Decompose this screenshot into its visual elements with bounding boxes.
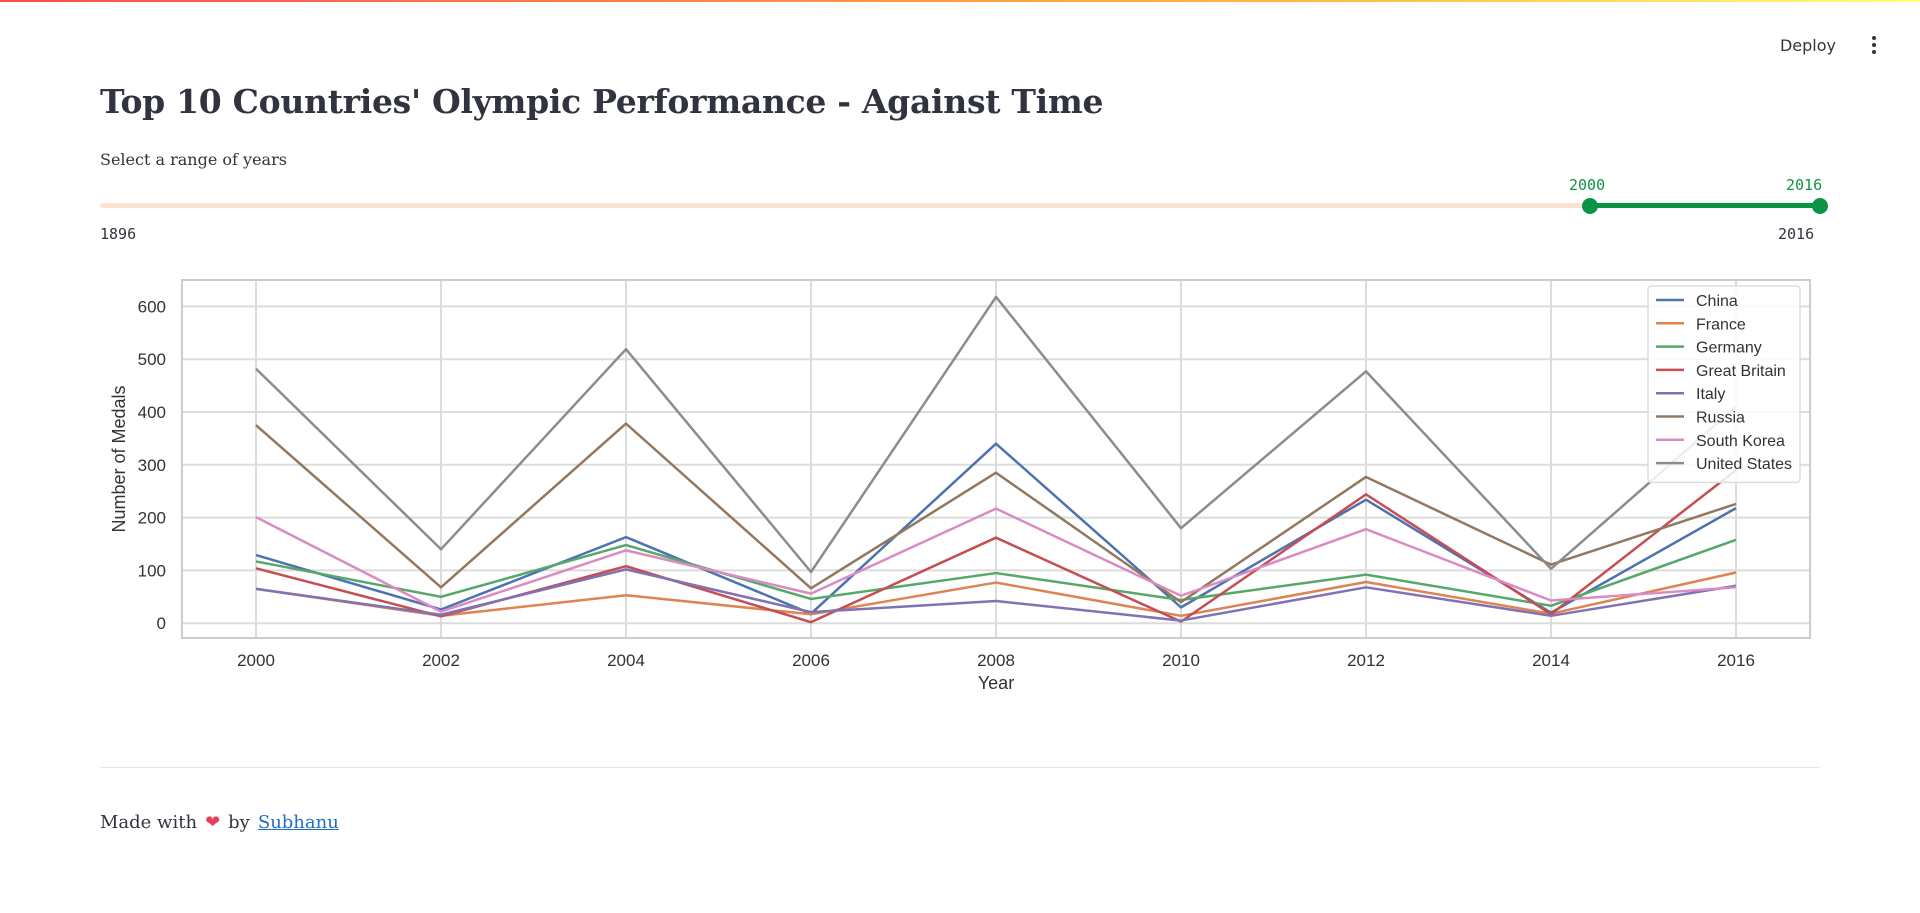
- footer-divider: [100, 767, 1820, 768]
- x-tick-label: 2010: [1162, 651, 1200, 670]
- more-vertical-icon[interactable]: [1864, 30, 1884, 60]
- slider-min-bound: 1896: [100, 225, 137, 243]
- legend-label: China: [1696, 293, 1738, 310]
- legend-label: United States: [1696, 456, 1792, 473]
- legend-label: South Korea: [1696, 433, 1785, 450]
- series-line: [255, 295, 1737, 574]
- page-title: Top 10 Countries' Olympic Performance - …: [100, 82, 1104, 121]
- chart-svg: 2000 2002 2004 2006 2008 2010 2012 2014 2016 0 100…: [109, 279, 1811, 693]
- legend-label: France: [1696, 316, 1746, 333]
- y-tick-label: 100: [138, 561, 166, 580]
- author-link[interactable]: Subhanu: [257, 812, 339, 833]
- series-line: [255, 507, 1737, 613]
- slider-max-thumb[interactable]: [1812, 198, 1828, 214]
- y-tick-label: 300: [138, 456, 166, 475]
- slider-selected-range: [1590, 203, 1820, 208]
- x-tick-label: 2006: [792, 651, 830, 670]
- slider-selected-max-value: 2016: [1786, 176, 1823, 194]
- year-range-slider[interactable]: [100, 195, 1828, 217]
- x-tick-label: 2008: [977, 651, 1015, 670]
- y-axis-label: Number of Medals: [109, 385, 129, 532]
- top-decoration-bar: [0, 0, 1920, 2]
- series-line: [255, 571, 1737, 618]
- legend-label: Russia: [1696, 410, 1745, 427]
- legend-box: [1647, 285, 1801, 484]
- x-tick-label: 2014: [1532, 651, 1570, 670]
- x-tick-label: 2002: [422, 651, 460, 670]
- footer-made-with: Made with: [100, 812, 198, 833]
- slider-min-thumb[interactable]: [1582, 198, 1598, 214]
- medals-line-chart: 2000 2002 2004 2006 2008 2010 2012 2014 2016 0 100…: [100, 270, 1820, 700]
- y-tick-label: 200: [138, 509, 166, 528]
- series-line: [255, 568, 1737, 622]
- x-tick-label: 2004: [607, 651, 645, 670]
- x-tick-label: 2016: [1717, 651, 1755, 670]
- series-line: [255, 422, 1737, 604]
- x-axis-label: Year: [978, 673, 1014, 693]
- legend-label: Italy: [1696, 386, 1725, 403]
- y-tick-label: 600: [138, 297, 166, 316]
- y-tick-label: 500: [138, 350, 166, 369]
- plot-frame: [181, 279, 1811, 639]
- x-tick-label: 2012: [1347, 651, 1385, 670]
- slider-label: Select a range of years: [100, 150, 287, 169]
- footer-by: by: [228, 812, 250, 833]
- slider-max-bound: 2016: [1778, 225, 1815, 243]
- footer: Made with ❤ by Subhanu: [100, 812, 339, 833]
- deploy-button[interactable]: Deploy: [1774, 32, 1842, 59]
- x-tick-label: 2000: [237, 651, 275, 670]
- heart-icon: ❤: [205, 812, 221, 833]
- legend-label: Great Britain: [1696, 363, 1786, 380]
- slider-selected-min-value: 2000: [1569, 176, 1606, 194]
- slider-track[interactable]: [100, 203, 1820, 208]
- app-header: Deploy: [1774, 30, 1884, 60]
- y-tick-label: 400: [138, 403, 166, 422]
- series-line: [255, 538, 1737, 608]
- y-tick-label: 0: [157, 614, 166, 633]
- legend-label: Germany: [1696, 340, 1762, 357]
